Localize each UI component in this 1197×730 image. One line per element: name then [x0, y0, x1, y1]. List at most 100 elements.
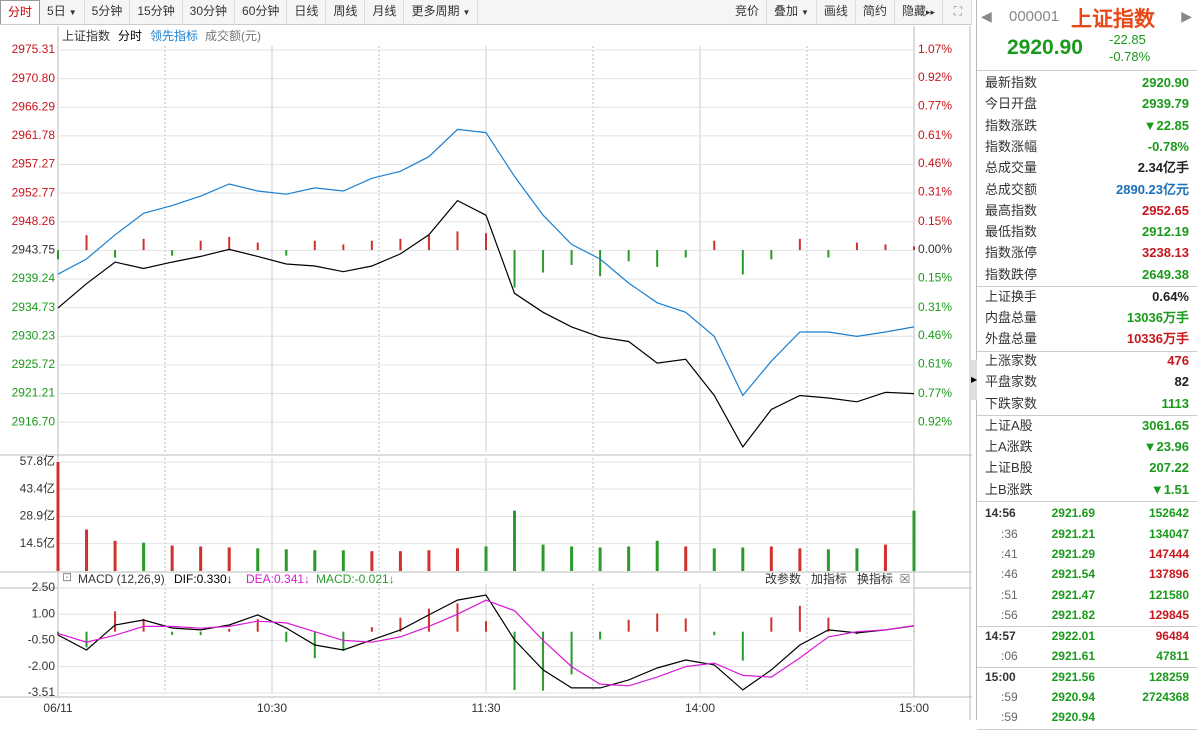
y-tick-label: 2966.29: [12, 99, 56, 113]
quote-row: 上证B股 207.22: [977, 457, 1195, 478]
quote-row: 指数涨跌▼22.85: [977, 115, 1195, 136]
y-tick-label: -3.51: [28, 685, 56, 699]
lead-bar: [342, 244, 344, 250]
lead-bar: [86, 235, 88, 250]
lead-bar: [114, 250, 116, 257]
row-label: 指数跌停: [985, 264, 1037, 285]
row-label: 上证B股: [985, 457, 1033, 478]
row-label: 指数涨停: [985, 242, 1037, 263]
pct: -0.78%: [1109, 49, 1150, 64]
y2-tick-label: 0.00%: [918, 242, 952, 256]
chart-title: 成交额(元): [205, 28, 261, 43]
lead-bar: [827, 250, 829, 257]
tick-time: 14:57: [985, 626, 1016, 647]
tick-price: 2921.61: [1052, 646, 1095, 667]
y-tick-label: 2943.75: [12, 243, 56, 257]
y-tick-label: 2961.78: [12, 128, 56, 142]
macd-bar: [571, 632, 573, 675]
quote-row: 上A涨跌▼23.96: [977, 436, 1195, 457]
row-value: ▼22.85: [1144, 115, 1189, 136]
y-tick-label: 43.4亿: [20, 480, 55, 495]
tick-price: 2922.01: [1052, 626, 1095, 647]
indicator-button[interactable]: 加指标: [811, 571, 847, 586]
lead-bar: [542, 250, 544, 272]
close-icon: ☒: [900, 572, 911, 586]
row-label: 最高指数: [985, 200, 1037, 221]
macd-bar: [86, 632, 88, 648]
y-tick-label: 2948.26: [12, 214, 56, 228]
y-tick-label: -2.00: [28, 659, 56, 673]
lead-bar: [799, 239, 801, 250]
code: 000001: [1009, 8, 1059, 25]
macd-bar: [628, 620, 630, 632]
row-value: 2890.23亿元: [1116, 179, 1189, 200]
tick-volume: 137896: [1149, 564, 1189, 585]
macd-bar: [342, 632, 344, 651]
macd-bar: [200, 632, 202, 635]
volume-bar: [570, 546, 573, 571]
tick-time: :36: [1001, 524, 1018, 545]
legend-entry: 领先指标: [150, 28, 198, 43]
x-tick-label: 15:00: [899, 701, 929, 715]
row-value: 1113: [1162, 393, 1190, 414]
separator: [977, 70, 1197, 71]
tick-time: 15:00: [985, 667, 1016, 688]
x-tick-label: 11:30: [471, 701, 500, 715]
lead-bar: [742, 250, 744, 274]
row-label: 最低指数: [985, 221, 1037, 242]
macd-bar: [285, 632, 287, 642]
y-tick-label: 2934.73: [12, 300, 56, 314]
volume-bar: [142, 543, 145, 571]
lead-bar: [856, 243, 858, 250]
row-value: 476: [1167, 350, 1189, 371]
volume-bar: [399, 551, 402, 571]
row-label: 内盘总量: [985, 307, 1037, 328]
volume-bar: [114, 541, 117, 571]
row-label: 外盘总量: [985, 328, 1037, 349]
macd-bar: [799, 606, 801, 632]
indicator-button[interactable]: 改参数: [765, 571, 801, 586]
row-value: 2952.65: [1142, 200, 1189, 221]
quote-panel: ◀ ▶ ▶ 000001 上证指数 2920.90 -22.85 -0.78% …: [976, 0, 1197, 720]
lead-bar: [770, 250, 772, 259]
row-value: 207.22: [1149, 457, 1189, 478]
volume-bar: [285, 549, 288, 571]
y2-tick-label: 0.77%: [918, 98, 952, 112]
x-tick-label: 10:30: [257, 701, 287, 715]
lead-bar: [200, 241, 202, 250]
lead-bar: [571, 250, 573, 265]
macd-bar: [456, 603, 458, 631]
lead-bar: [514, 250, 516, 287]
indicator-button[interactable]: 换指标: [857, 571, 893, 586]
y-tick-label: 14.5亿: [20, 535, 55, 550]
macd-bar: [171, 632, 173, 635]
row-value: ▼1.51: [1151, 479, 1189, 500]
prev-arrow: ◀: [981, 8, 992, 25]
y-tick-label: 2939.24: [12, 271, 56, 285]
tick-volume: 152642: [1149, 503, 1189, 524]
y-tick-label: 57.8亿: [20, 453, 55, 468]
macd-bar: [656, 614, 658, 632]
volume-bar: [57, 462, 60, 571]
volume-bar: [913, 511, 916, 571]
macd-bar: [742, 632, 744, 661]
y-tick-label: 2952.77: [12, 185, 56, 199]
quote-row: 上B涨跌▼1.51: [977, 479, 1195, 500]
macd-bar: [228, 629, 230, 632]
change: -22.85: [1109, 32, 1146, 47]
tick-price: 2921.69: [1052, 503, 1095, 524]
y2-tick-label: 0.92%: [918, 414, 952, 428]
y2-tick-label: 0.92%: [918, 70, 952, 84]
volume-bar: [542, 545, 545, 571]
row-label: 上A涨跌: [985, 436, 1033, 457]
